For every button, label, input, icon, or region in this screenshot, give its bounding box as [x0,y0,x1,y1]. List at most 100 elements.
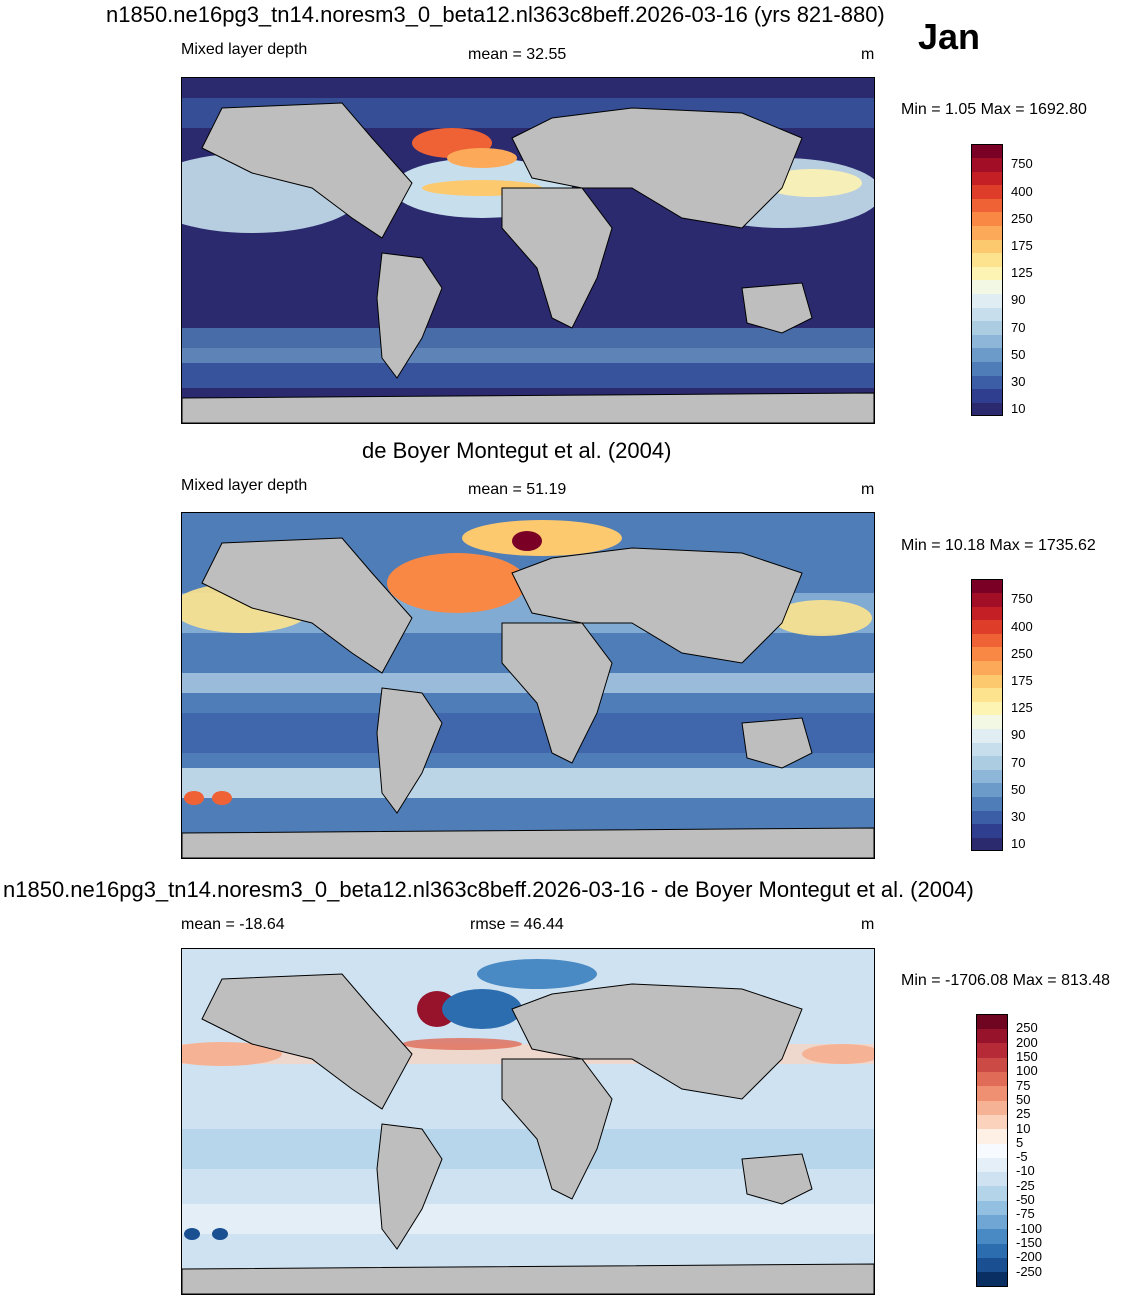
panel2-colorbar-swatch [971,769,1003,784]
panel2-colorbar-swatch [971,715,1003,729]
panel2-colorbar-swatch [971,660,1003,675]
panel2-variable-label: Mixed layer depth [181,477,308,494]
panel3-colorbar-label: -25 [1016,1177,1035,1193]
panel1-colorbar-label: 250 [1011,210,1033,226]
panel3-colorbar-label: -150 [1016,1235,1043,1251]
panel1-colorbar-swatch [971,361,1003,376]
panel3-colorbar-swatch [976,1171,1008,1187]
panel3-colorbar-swatch [976,1114,1008,1130]
panel1-variable-label: Mixed layer depth [181,41,308,58]
panel3-colorbar-swatch [976,1085,1008,1101]
panel2-map [181,512,875,859]
panel3-mean-label: mean = -18.64 [181,916,285,933]
panel3-colorbar-label: 75 [1016,1077,1031,1093]
panel1-mean-label: mean = 32.55 [468,46,567,63]
panel3-colorbar-label: 200 [1016,1034,1038,1050]
panel2-colorbar-label: 70 [1011,754,1026,770]
panel1-map-graphic [182,78,874,423]
panel3-colorbar-label: 25 [1016,1106,1031,1122]
panel1-colorbar-label: 400 [1011,183,1033,199]
panel1-colorbar-label: 125 [1011,265,1033,281]
panel3-colorbar-swatch [976,1228,1008,1244]
panel2-colorbar-label: 50 [1011,781,1026,797]
panel1-colorbar-swatch [971,388,1003,403]
panel1-colorbar-label: 70 [1011,319,1026,335]
panel3-colorbar-swatch [976,1157,1008,1173]
panel1-colorbar-swatch [971,252,1003,267]
panel3-colorbar-label: -100 [1016,1220,1043,1236]
panel3-colorbar-label: -250 [1016,1263,1043,1279]
panel3-colorbar-label: 5 [1016,1134,1024,1150]
panel1-colorbar-swatch [971,307,1003,322]
panel1-minmax: Min = 1.05 Max = 1692.80 [901,101,1087,118]
panel3-map-graphic [182,949,874,1294]
panel3-colorbar-label: -50 [1016,1192,1035,1208]
panel1-map [181,77,875,424]
panel2-colorbar-label: 250 [1011,645,1033,661]
panel2-colorbar-swatch [971,701,1003,716]
panel2-colorbar-swatch [971,579,1003,593]
panel2-colorbar-label: 30 [1011,809,1026,824]
panel2-colorbar-label: 750 [1011,591,1033,607]
panel3-units-label: m [861,916,875,933]
panel3-rmse-label: rmse = 46.44 [470,916,564,933]
panel3-colorbar-swatch [976,1042,1008,1058]
panel2-title: de Boyer Montegut et al. (2004) [362,438,672,463]
panel2-units-label: m [861,481,875,498]
panel1-colorbar-label: 10 [1011,401,1026,417]
panel3-colorbar-swatch [976,1214,1008,1230]
panel3-colorbar-label: -75 [1016,1206,1035,1222]
panel2-colorbar-swatch [971,742,1003,757]
panel1-colorbar-swatch [971,157,1003,172]
panel3-colorbar-swatch [976,1142,1008,1158]
month-label: Jan [918,16,981,57]
panel2-colorbar-swatch [971,647,1003,661]
panel1-colorbar-swatch [971,348,1003,362]
panel1-colorbar-swatch [971,280,1003,294]
panel2-colorbar-swatch [971,837,1003,852]
panel2-colorbar-swatch [971,810,1003,825]
panel3-colorbar-swatch [976,1200,1008,1216]
panel1-units-label: m [861,46,875,63]
panel1-colorbar-label: 750 [1011,156,1033,172]
panel1-colorbar-swatch [971,212,1003,226]
panel2-colorbar-swatch [971,796,1003,811]
panel2-colorbar-label: 175 [1011,673,1033,688]
panel1-colorbar-swatch [971,184,1003,199]
panel1-colorbar-swatch [971,402,1003,417]
panel2-colorbar-label: 90 [1011,727,1026,743]
panel3-colorbar-swatch [976,1185,1008,1201]
panel1-colorbar-label: 90 [1011,292,1026,308]
panel1-colorbar-swatch [971,334,1003,349]
panel3-title: n1850.ne16pg3_tn14.noresm3_0_beta12.nl36… [3,877,974,902]
panel3-colorbar-label: -10 [1016,1163,1035,1179]
panel3-colorbar-swatch [976,1128,1008,1144]
panel3-colorbar-label: 100 [1016,1063,1038,1079]
panel3-colorbar-label: 150 [1016,1048,1038,1064]
panel3-colorbar-swatch [976,1257,1008,1273]
panel1-colorbar-swatch [971,225,1003,240]
panel2-colorbar-swatch [971,755,1003,770]
panel2-colorbar-swatch [971,728,1003,743]
panel2-colorbar-label: 125 [1011,700,1033,716]
panel2-mean-label: mean = 51.19 [468,481,567,498]
panel2-map-graphic [182,513,874,858]
panel3-colorbar-label: 250 [1016,1020,1038,1036]
panel3-colorbar-swatch [976,1243,1008,1259]
panel2-colorbar-label: 400 [1011,618,1033,634]
panel3-colorbar-label: -200 [1016,1249,1043,1265]
panel3-colorbar: -250 -200 -150 -100 -75 -50 -25 -10 -5 5 10 25 50 75 1… [976,1014,1086,1287]
panel3-map [181,948,875,1295]
panel2-colorbar-swatch [971,592,1003,607]
panel1-colorbar-swatch [971,266,1003,281]
panel2-minmax: Min = 10.18 Max = 1735.62 [901,537,1096,554]
panel3-colorbar-swatch [976,1014,1008,1029]
figure-title: n1850.ne16pg3_tn14.noresm3_0_beta12.nl36… [106,2,885,27]
panel2-colorbar-label: 10 [1011,836,1026,852]
panel1-colorbar-swatch [971,293,1003,308]
panel2-colorbar-swatch [971,606,1003,621]
panel1-colorbar-swatch [971,144,1003,158]
panel2-colorbar: 10 30 50 70 90 125 175 250 400 750 [971,579,1081,852]
panel2-colorbar-swatch [971,674,1003,689]
panel3-colorbar-swatch [976,1071,1008,1087]
